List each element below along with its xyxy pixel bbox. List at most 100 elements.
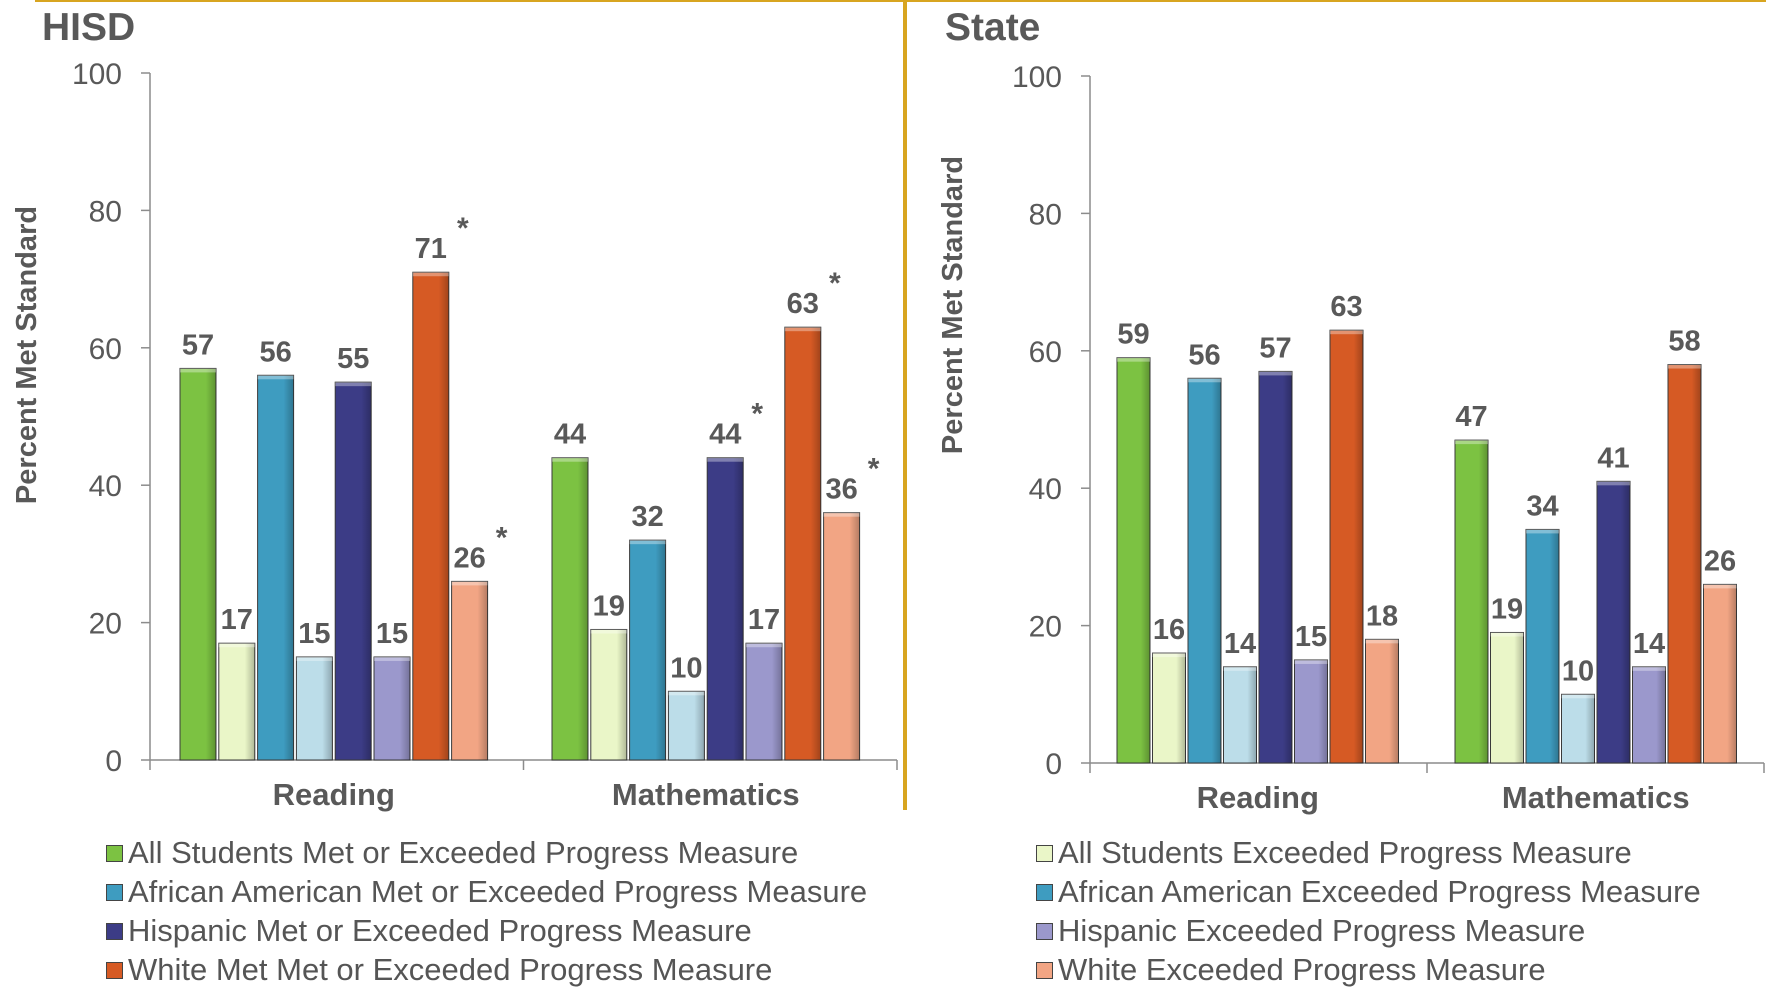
- y-tick-label: 20: [1029, 611, 1062, 644]
- data-label: 57: [182, 329, 214, 361]
- bar-top-highlight: [629, 540, 666, 545]
- legend-label: Hispanic Exceeded Progress Measure: [1058, 913, 1586, 948]
- bar-shade: [1211, 378, 1221, 763]
- bar-top-highlight: [374, 656, 410, 661]
- y-tick-label: 60: [89, 333, 122, 366]
- data-label: 10: [670, 652, 702, 684]
- bar-top-highlight: [1526, 529, 1559, 534]
- legend-swatch: [106, 844, 123, 862]
- data-label: 26: [1704, 545, 1736, 577]
- data-label: 19: [1491, 593, 1523, 625]
- y-axis-label-state: Percent Met Standard: [937, 156, 969, 454]
- bar-top-highlight: [823, 512, 860, 517]
- data-label: 44: [554, 419, 586, 451]
- significance-asterisk: *: [868, 453, 880, 486]
- data-label: 55: [337, 343, 369, 375]
- data-label: 15: [376, 618, 408, 650]
- data-label: 17: [748, 604, 780, 636]
- significance-asterisk: *: [496, 521, 508, 554]
- data-label: 16: [1153, 614, 1185, 646]
- bar-top-highlight: [590, 629, 627, 634]
- bar-shade: [771, 643, 782, 760]
- legend-label: White Met Met or Exceeded Progress Measu…: [128, 952, 773, 987]
- bar-shade: [438, 272, 449, 760]
- legend-item: African American Exceeded Progress Measu…: [1036, 874, 1701, 910]
- bar-shade: [283, 375, 294, 760]
- bar-shade: [849, 512, 860, 760]
- legend-item: White Exceeded Progress Measure: [1036, 952, 1546, 988]
- bar-top-highlight: [707, 457, 744, 462]
- bar-top-highlight: [1330, 330, 1363, 335]
- data-label: 14: [1224, 628, 1256, 660]
- y-tick-label: 0: [1045, 748, 1062, 781]
- bar-top-highlight: [1703, 584, 1737, 589]
- bar-top-highlight: [1223, 666, 1257, 671]
- bar-shade: [205, 368, 216, 760]
- bar-top-highlight: [668, 691, 705, 696]
- data-label: 26: [453, 542, 485, 574]
- bar-top-highlight: [1490, 632, 1524, 637]
- bar-top-highlight: [1632, 666, 1666, 671]
- bar-shade: [1585, 694, 1595, 763]
- bar-top-highlight: [451, 581, 488, 586]
- bar-shade: [1282, 371, 1292, 763]
- y-tick-label: 80: [89, 195, 122, 228]
- data-label: 41: [1597, 442, 1629, 474]
- bar-top-highlight: [412, 272, 449, 277]
- legend-item: African American Met or Exceeded Progres…: [106, 874, 867, 910]
- legend-label: African American Exceeded Progress Measu…: [1058, 874, 1701, 909]
- bar-top-highlight: [257, 375, 294, 380]
- bar-shade: [655, 540, 666, 760]
- bar-top-highlight: [296, 656, 333, 661]
- bar-shade: [1353, 330, 1363, 763]
- bar-top-highlight: [1365, 639, 1399, 644]
- data-label: 36: [825, 474, 857, 506]
- legend-item: Hispanic Exceeded Progress Measure: [1036, 913, 1585, 949]
- bar-shade: [1691, 364, 1701, 763]
- bar-shade: [477, 581, 488, 760]
- legend-swatch: [106, 961, 123, 979]
- bar-top-highlight: [1117, 357, 1150, 362]
- category-label: Mathematics: [1502, 780, 1690, 815]
- bar-top-highlight: [784, 327, 821, 332]
- data-label: 14: [1633, 628, 1665, 660]
- bar-shade: [1549, 529, 1559, 763]
- bar-top-highlight: [1561, 694, 1595, 699]
- bar-top-highlight: [1259, 371, 1292, 376]
- data-label: 63: [1330, 291, 1362, 323]
- bar-shade: [577, 457, 588, 760]
- legend-item: Hispanic Met or Exceeded Progress Measur…: [106, 913, 752, 949]
- y-tick-label: 20: [89, 608, 122, 641]
- legend-swatch: [1036, 883, 1053, 901]
- y-tick-label: 80: [1029, 198, 1062, 231]
- bar-shade: [399, 656, 410, 760]
- data-label: 10: [1562, 655, 1594, 687]
- legend-item: All Students Exceeded Progress Measure: [1036, 835, 1632, 871]
- data-label: 18: [1366, 600, 1398, 632]
- data-label: 63: [787, 288, 819, 320]
- data-label: 15: [298, 618, 330, 650]
- bar-shade: [733, 457, 744, 760]
- y-tick-label: 40: [1029, 473, 1062, 506]
- legend-swatch: [106, 883, 123, 901]
- bar-shade: [1318, 659, 1328, 763]
- bar-top-highlight: [180, 368, 216, 373]
- bar-top-highlight: [1152, 653, 1186, 658]
- data-label: 17: [221, 604, 253, 636]
- data-label: 47: [1455, 401, 1487, 433]
- chart-title-hisd: HISD: [42, 6, 135, 49]
- significance-asterisk: *: [457, 212, 469, 245]
- category-label: Reading: [1197, 780, 1319, 815]
- bar-shade: [244, 643, 255, 760]
- bar-top-highlight: [552, 457, 588, 462]
- legend-label: African American Met or Exceeded Progres…: [128, 874, 868, 909]
- bar-shade: [1478, 440, 1488, 763]
- bar-shade: [1514, 632, 1524, 763]
- bar-shade: [616, 629, 627, 760]
- bar-top-highlight: [1668, 364, 1701, 369]
- plot-area-state: 0 20 40 60 80 100 59 16 56 14 57 15 63 18 Reading 47 19 3…: [1012, 61, 1765, 815]
- bar-top-highlight: [1597, 481, 1630, 486]
- legend-swatch: [1036, 844, 1053, 862]
- data-label: 19: [593, 590, 625, 622]
- legend-item: White Met Met or Exceeded Progress Measu…: [106, 952, 772, 988]
